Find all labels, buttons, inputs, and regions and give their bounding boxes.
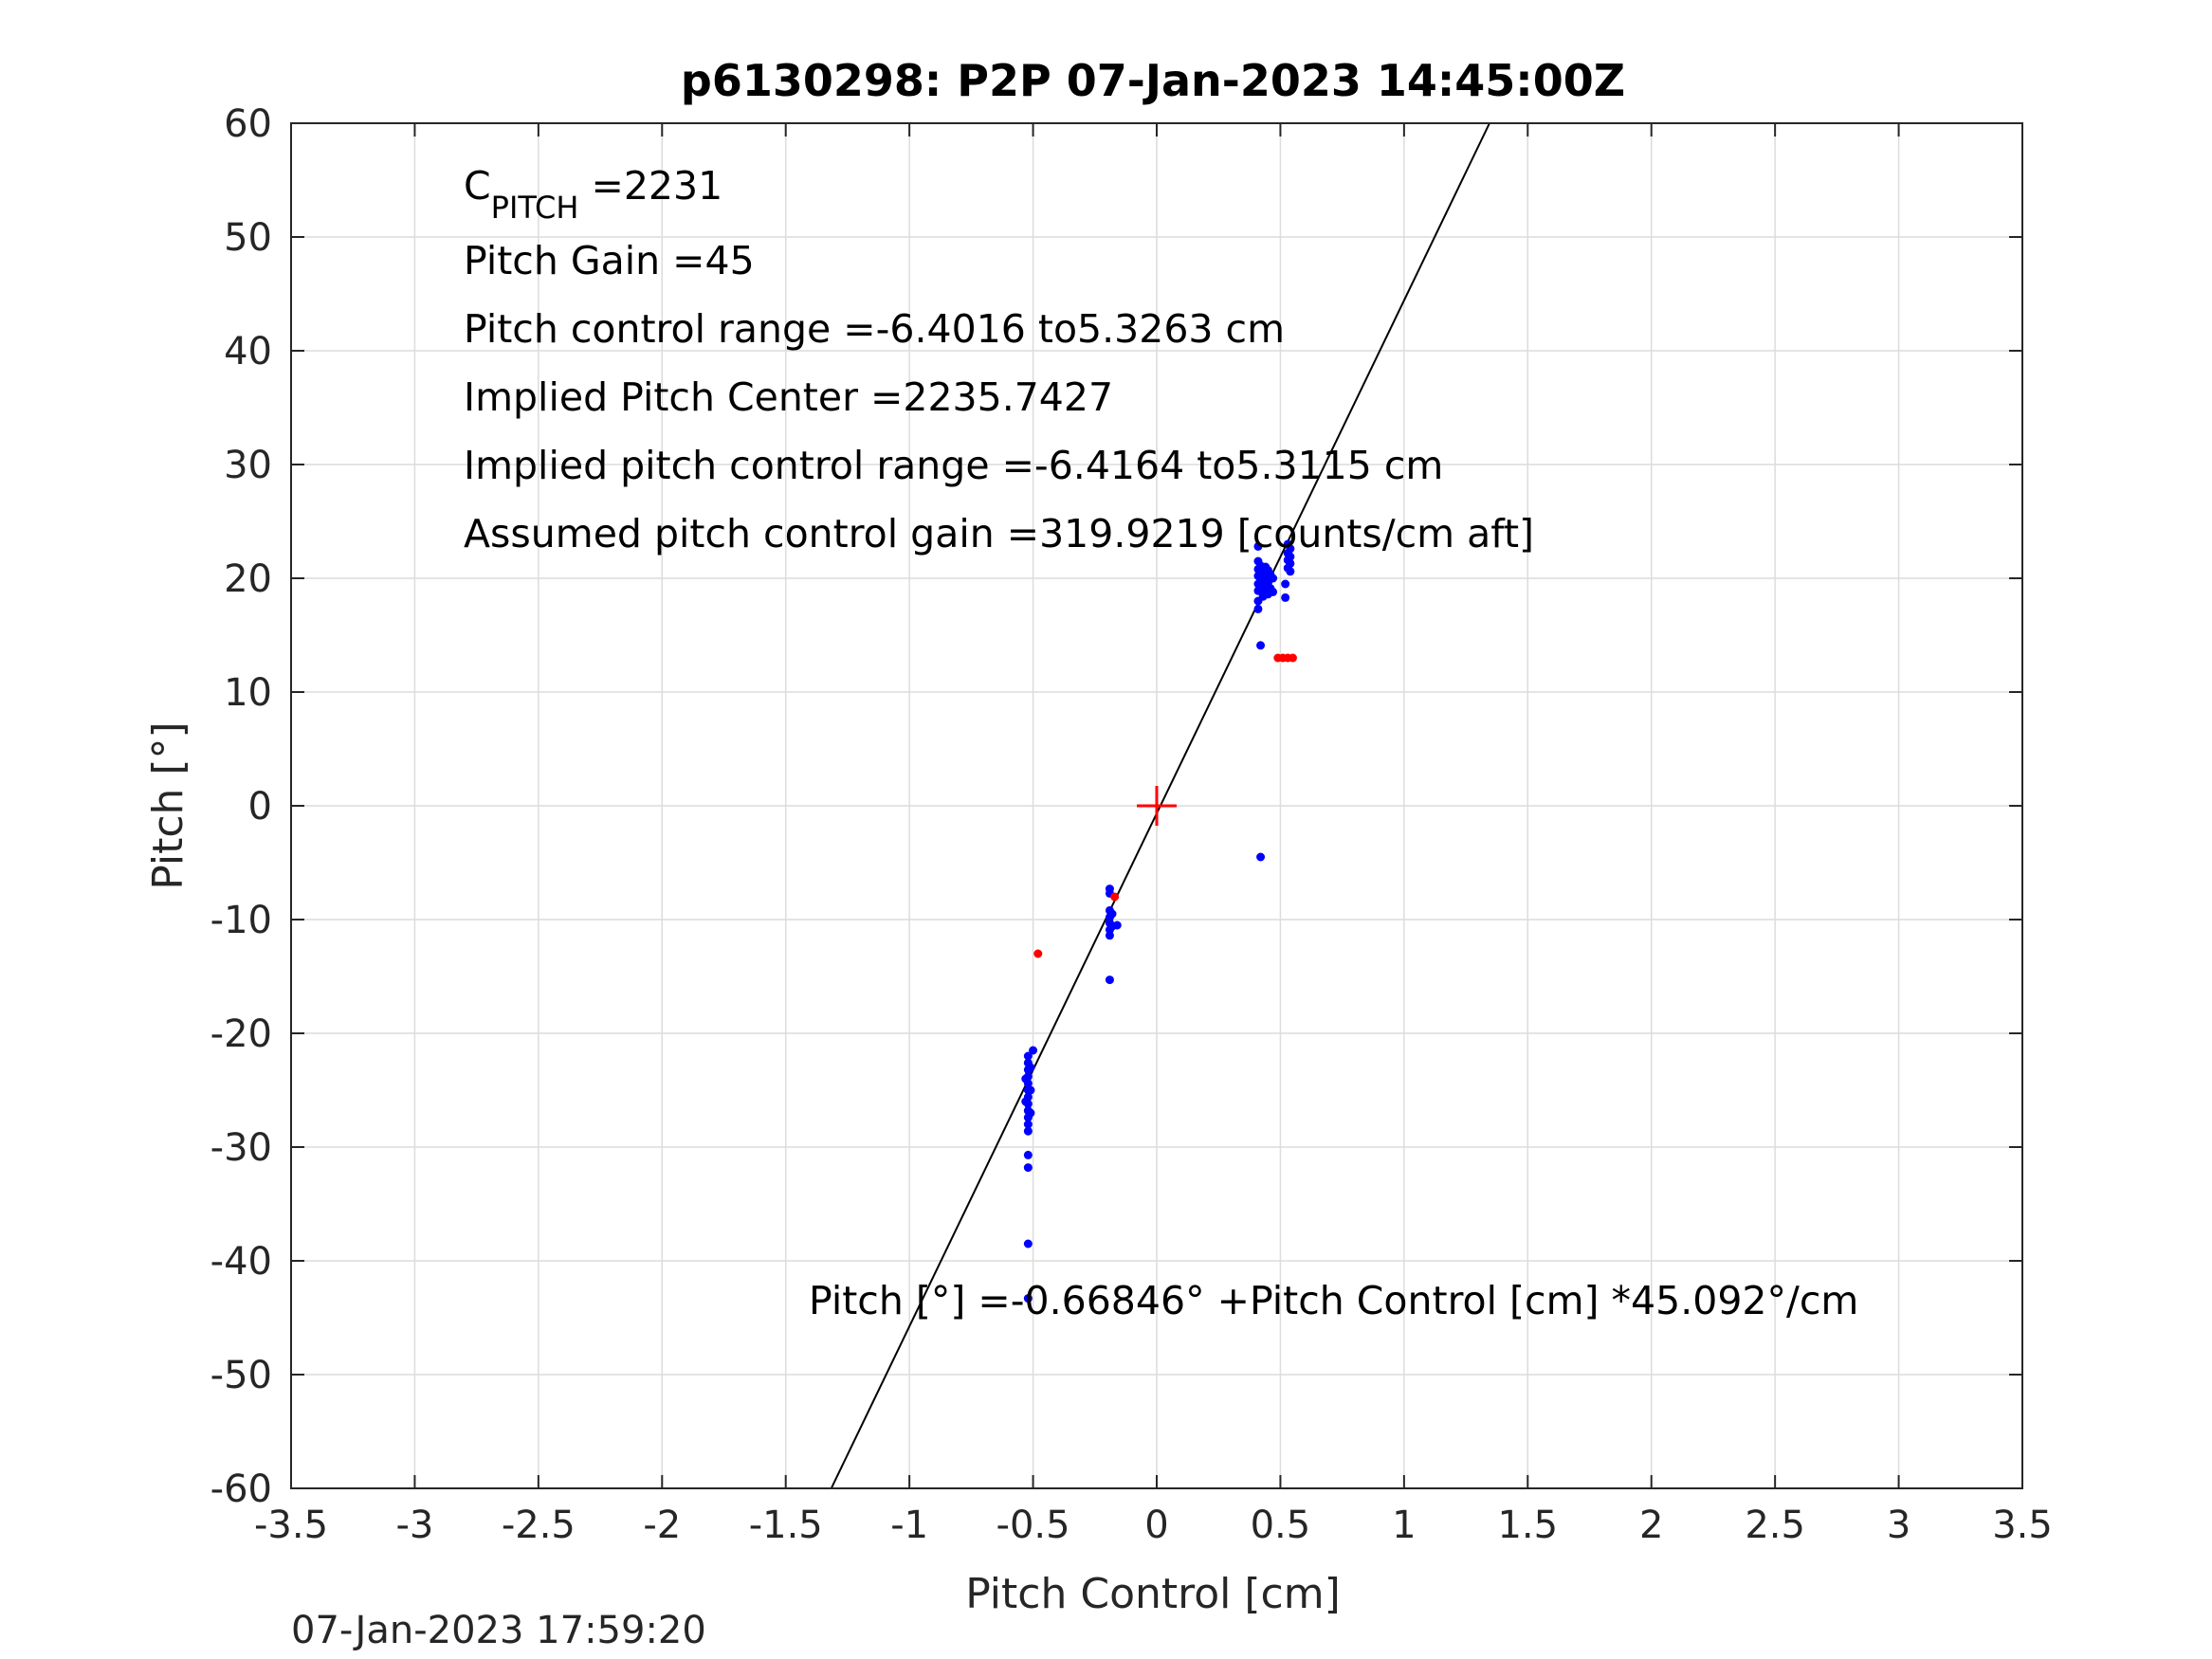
data-point: [1033, 949, 1043, 958]
data-point: [1023, 1126, 1033, 1136]
data-point: [1288, 653, 1297, 663]
x-tick-label: -3: [395, 1504, 433, 1547]
implied-range-annotation: Implied pitch control range =-6.4164 to5…: [464, 443, 1443, 488]
y-tick-label: 50: [224, 216, 272, 260]
y-tick-label: 0: [248, 785, 272, 829]
y-tick-label: 10: [224, 671, 272, 715]
y-tick-label: -30: [210, 1126, 272, 1170]
data-point: [1110, 892, 1120, 902]
y-tick-label: 60: [224, 102, 272, 146]
data-point: [1026, 1085, 1035, 1095]
y-axis-label: Pitch [°]: [144, 721, 192, 889]
x-tick-labels: -3.5 -3 -2.5 -2 -1.5 -1 -0.5 0 0.5 1 1.5 2 2.5 3 3.5: [254, 1504, 2053, 1547]
y-tick-label: -10: [210, 899, 272, 942]
annotation-block: CPITCH =2231 Pitch Gain =45 Pitch contro…: [464, 163, 1858, 1323]
data-point: [1029, 1046, 1038, 1055]
y-tick-labels: -60 -50 -40 -30 -20 -10 0 10 20 30 40 50 60: [210, 102, 272, 1511]
data-point: [1107, 909, 1117, 919]
plot-area: -3.5 -3 -2.5 -2 -1.5 -1 -0.5 0 0.5 1 1.5 2 2.5 3 3.5 -…: [210, 102, 2053, 1547]
x-tick-label: -3.5: [254, 1504, 328, 1547]
data-point: [1112, 921, 1122, 930]
data-layer: [830, 122, 1490, 1489]
x-tick-label: 0: [1144, 1504, 1168, 1547]
y-tick-label: 20: [224, 557, 272, 601]
data-point: [1023, 1120, 1033, 1129]
x-tick-label: -2: [643, 1504, 681, 1547]
fit-equation-annotation: Pitch [°] =-0.66846° +Pitch Control [cm]…: [809, 1278, 1858, 1323]
data-point: [1023, 1150, 1033, 1159]
c-pitch-subscript: PITCH: [491, 190, 579, 226]
y-tick-label: 40: [224, 330, 272, 374]
data-point: [1105, 931, 1114, 940]
x-tick-label: -1.5: [749, 1504, 823, 1547]
c-pitch-main: C: [464, 163, 491, 209]
data-point: [1021, 1074, 1031, 1084]
data-point: [1269, 587, 1278, 596]
data-point: [1023, 1294, 1033, 1304]
data-point: [1281, 579, 1290, 589]
data-point: [1023, 1239, 1033, 1249]
x-tick-label: 2: [1639, 1504, 1663, 1547]
y-tick-label: -20: [210, 1012, 272, 1056]
data-point: [1026, 1063, 1035, 1072]
data-point: [1286, 558, 1295, 568]
x-tick-label: 3.5: [1992, 1504, 2053, 1547]
control-range-annotation: Pitch control range =-6.4016 to5.3263 cm: [464, 306, 1285, 352]
x-tick-label: 1: [1392, 1504, 1416, 1547]
data-point: [1286, 544, 1295, 554]
data-point: [1253, 541, 1263, 551]
data-point: [1105, 975, 1114, 985]
pitch-gain-annotation: Pitch Gain =45: [464, 238, 755, 283]
y-tick-label: -40: [210, 1240, 272, 1284]
data-point: [1256, 852, 1266, 862]
data-point: [1286, 567, 1295, 576]
x-tick-label: -0.5: [996, 1504, 1070, 1547]
x-tick-label: 1.5: [1497, 1504, 1558, 1547]
data-point: [1281, 592, 1290, 602]
data-point: [1253, 604, 1263, 613]
data-point: [1269, 574, 1278, 583]
data-point: [1021, 1097, 1031, 1106]
footer-timestamp: 07-Jan-2023 17:59:20: [291, 1609, 706, 1652]
x-axis-label: Pitch Control [cm]: [965, 1570, 1341, 1618]
axes-frame: [290, 122, 2023, 1489]
x-tick-label: 3: [1887, 1504, 1910, 1547]
y-tick-label: -60: [210, 1468, 272, 1511]
data-point: [1256, 641, 1266, 650]
axes-box: [290, 122, 2023, 1489]
c-pitch-annotation: CPITCH =2231: [464, 163, 722, 226]
data-point: [1023, 1163, 1033, 1173]
c-pitch-value: =2231: [578, 163, 722, 209]
x-tick-label: -1: [890, 1504, 928, 1547]
data-point: [1286, 552, 1295, 561]
data-point: [1023, 1051, 1033, 1061]
y-tick-label: -50: [210, 1354, 272, 1397]
data-point: [1026, 1108, 1035, 1118]
control-gain-annotation: Assumed pitch control gain =319.9219 [co…: [464, 511, 1534, 556]
x-tick-label: -2.5: [502, 1504, 576, 1547]
y-tick-label: 30: [224, 444, 272, 487]
x-tick-label: 0.5: [1251, 1504, 1311, 1547]
chart-title: p6130298: P2P 07-Jan-2023 14:45:00Z: [681, 55, 1625, 106]
x-tick-label: 2.5: [1745, 1504, 1805, 1547]
pitch-center-annotation: Implied Pitch Center =2235.7427: [464, 374, 1113, 420]
